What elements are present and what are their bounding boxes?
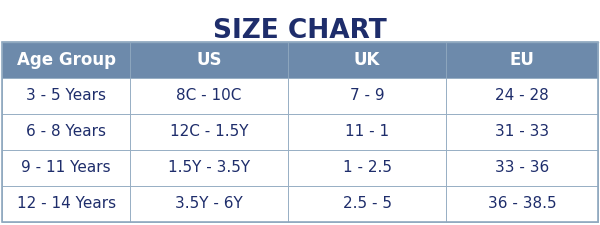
- Text: 24 - 28: 24 - 28: [495, 88, 549, 104]
- Bar: [288, 114, 446, 150]
- Text: 2.5 - 5: 2.5 - 5: [343, 196, 392, 212]
- Text: 11 - 1: 11 - 1: [345, 124, 389, 140]
- Bar: [288, 150, 446, 186]
- Text: SIZE CHART: SIZE CHART: [213, 18, 387, 44]
- Bar: [446, 114, 598, 150]
- Bar: [2, 150, 130, 186]
- Text: 33 - 36: 33 - 36: [495, 160, 549, 176]
- Text: Age Group: Age Group: [17, 51, 116, 69]
- Bar: [446, 186, 598, 222]
- Bar: [446, 150, 598, 186]
- Bar: [446, 78, 598, 114]
- Text: 9 - 11 Years: 9 - 11 Years: [21, 160, 111, 176]
- Bar: [2, 78, 130, 114]
- Text: 7 - 9: 7 - 9: [350, 88, 385, 104]
- Text: 1 - 2.5: 1 - 2.5: [343, 160, 392, 176]
- Text: 12 - 14 Years: 12 - 14 Years: [17, 196, 116, 212]
- Bar: [446, 42, 598, 78]
- Text: US: US: [196, 51, 222, 69]
- Bar: [288, 42, 446, 78]
- Text: 1.5Y - 3.5Y: 1.5Y - 3.5Y: [168, 160, 250, 176]
- Bar: [2, 186, 130, 222]
- Text: 3 - 5 Years: 3 - 5 Years: [26, 88, 106, 104]
- Bar: [130, 186, 288, 222]
- Bar: [130, 150, 288, 186]
- Bar: [288, 186, 446, 222]
- Text: 12C - 1.5Y: 12C - 1.5Y: [170, 124, 248, 140]
- Bar: [2, 114, 130, 150]
- Bar: [130, 78, 288, 114]
- Text: 6 - 8 Years: 6 - 8 Years: [26, 124, 106, 140]
- Text: 8C - 10C: 8C - 10C: [176, 88, 242, 104]
- Bar: [2, 42, 598, 222]
- Bar: [130, 42, 288, 78]
- Text: 36 - 38.5: 36 - 38.5: [488, 196, 556, 212]
- Bar: [130, 114, 288, 150]
- Bar: [2, 42, 130, 78]
- Text: 31 - 33: 31 - 33: [495, 124, 549, 140]
- Text: 3.5Y - 6Y: 3.5Y - 6Y: [175, 196, 243, 212]
- Text: EU: EU: [509, 51, 535, 69]
- Text: UK: UK: [354, 51, 380, 69]
- Bar: [288, 78, 446, 114]
